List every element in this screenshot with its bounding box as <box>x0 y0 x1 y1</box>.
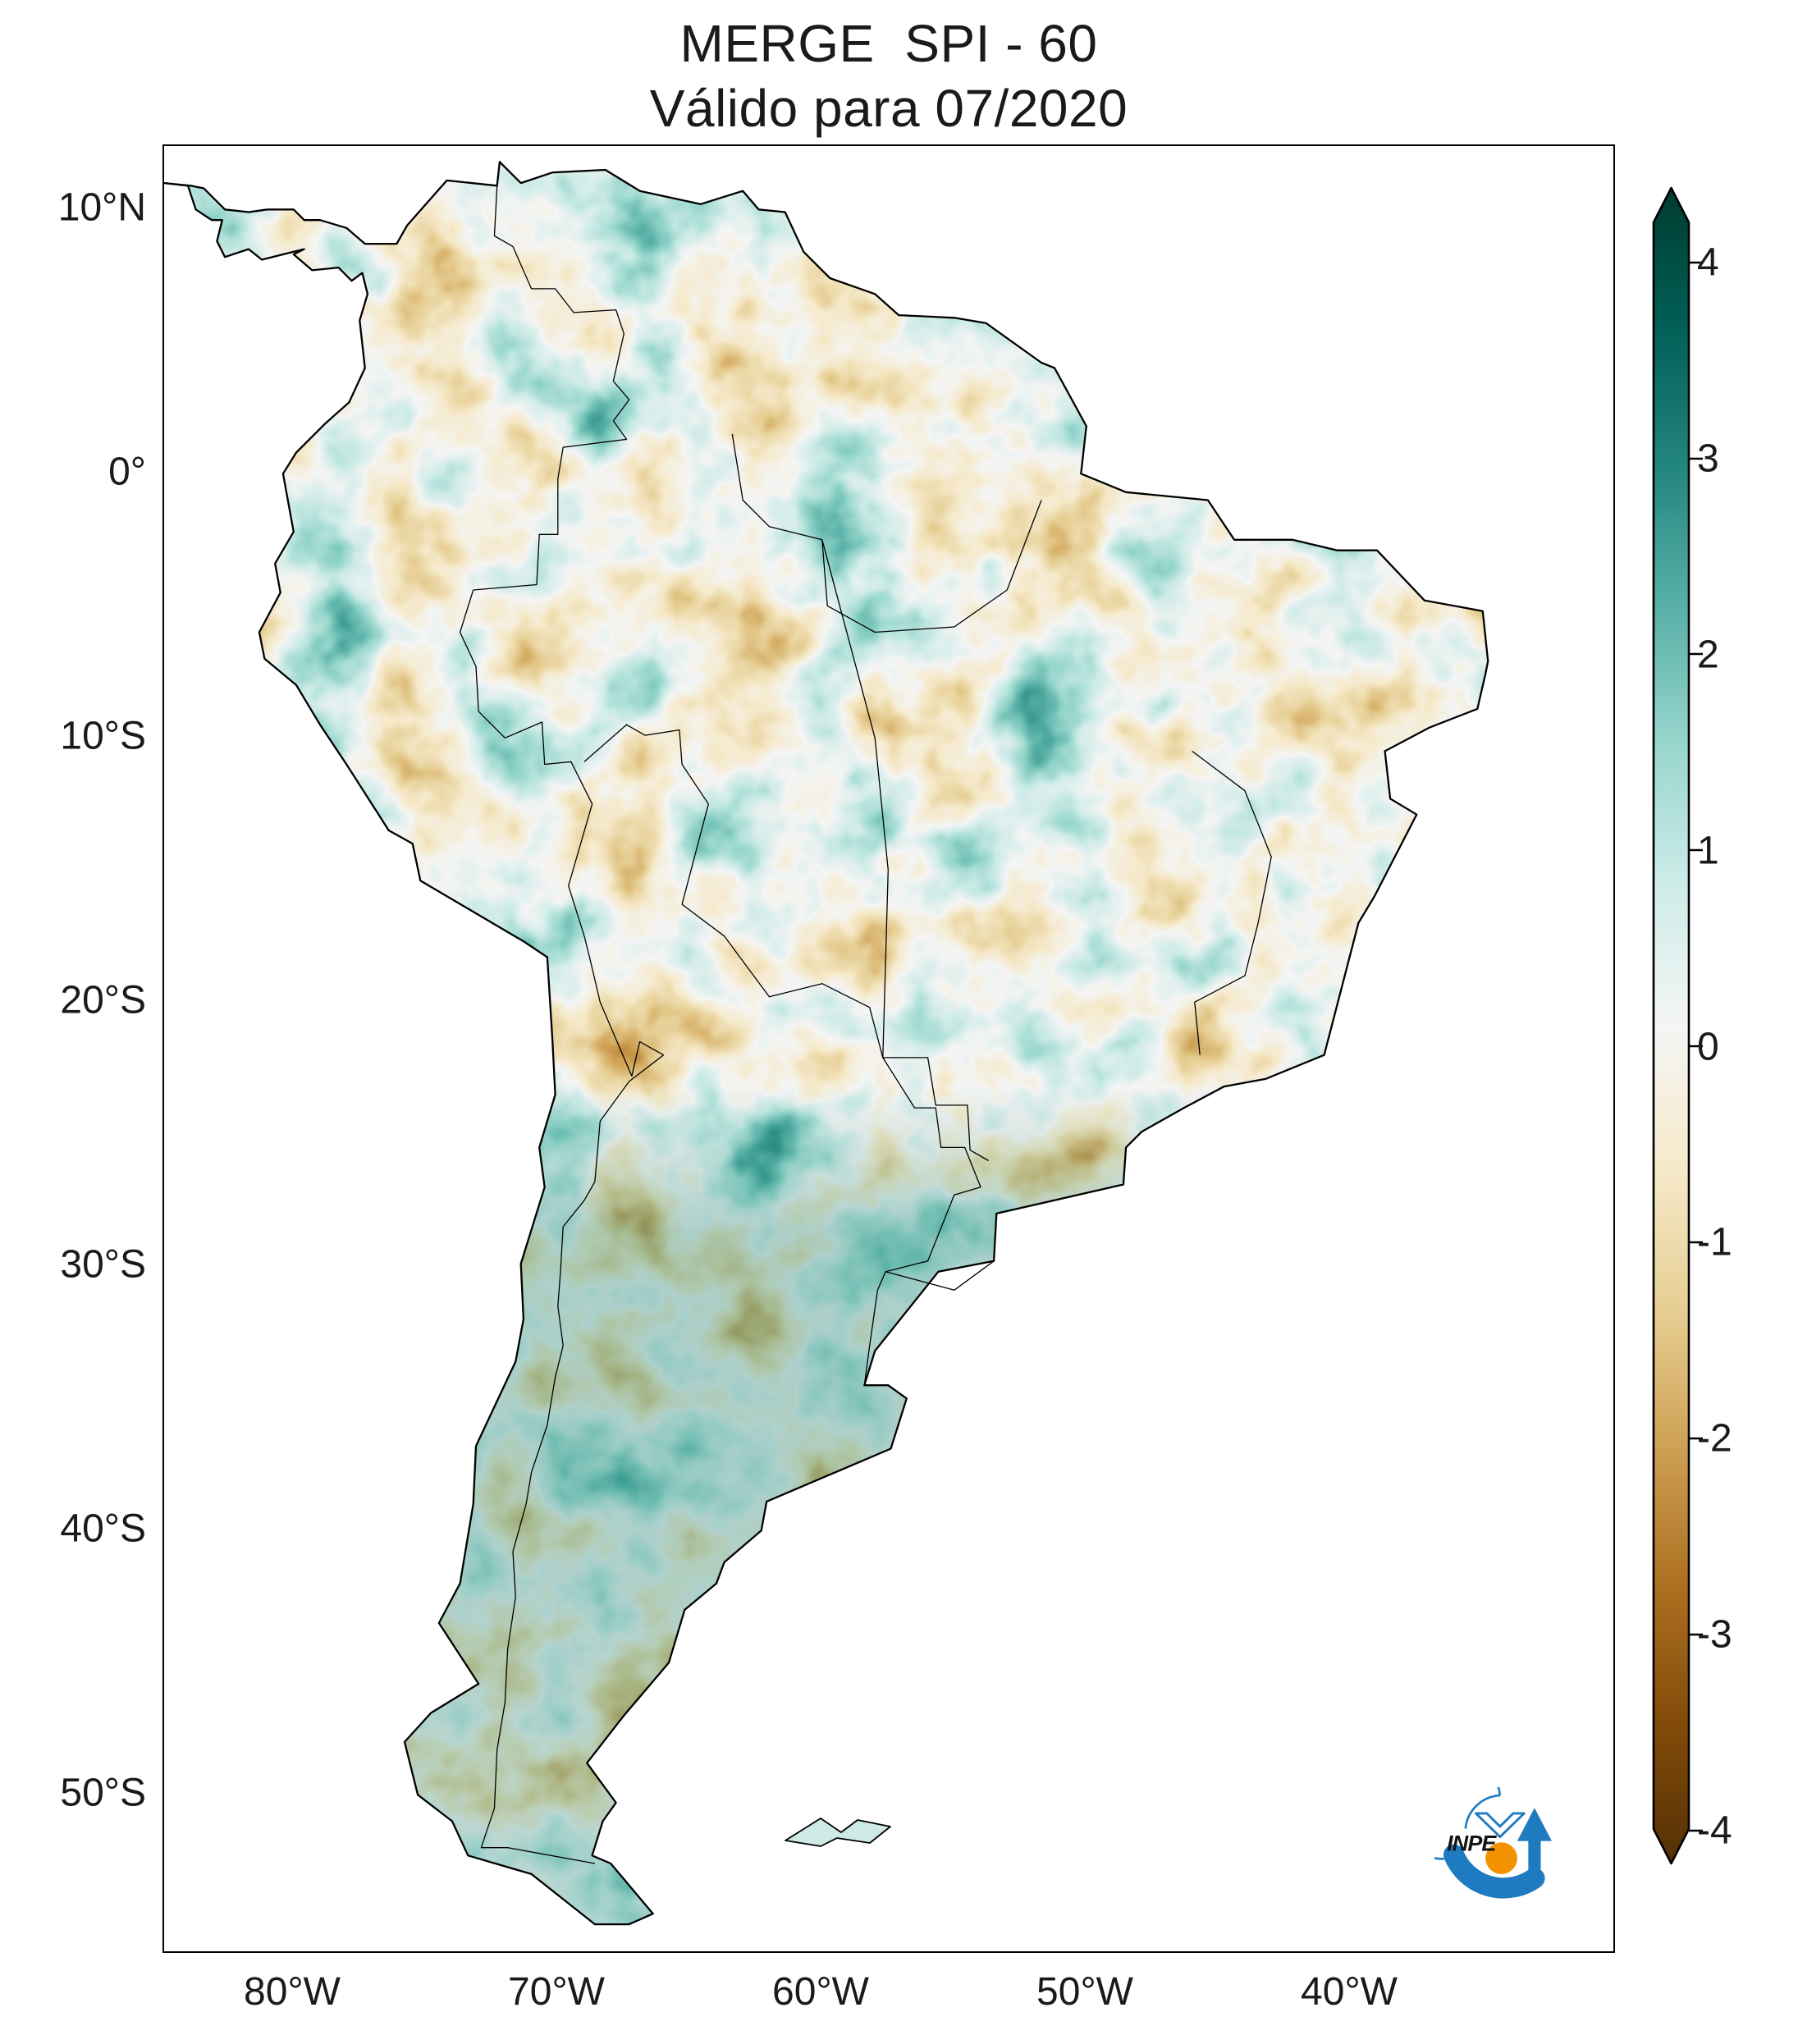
svg-text:INPE: INPE <box>1447 1831 1497 1855</box>
